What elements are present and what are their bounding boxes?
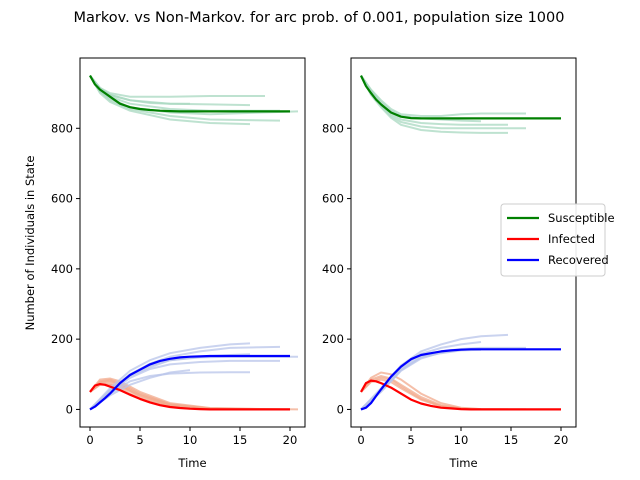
susceptible-series-line: [360, 75, 561, 120]
x-tick-label: 0: [86, 433, 93, 447]
legend-label: Recovered: [548, 253, 609, 267]
figure-title: Markov. vs Non-Markov. for arc prob. of …: [74, 10, 565, 26]
legend-label: Susceptible: [548, 211, 615, 225]
legend-label: Infected: [548, 232, 595, 246]
x-tick-label: 5: [136, 433, 143, 447]
infected-series-line: [360, 379, 561, 411]
x-tick-label: 10: [454, 433, 469, 447]
susceptible-run-line: [89, 74, 190, 105]
infected-run-line: [360, 371, 482, 411]
y-tick-label: 200: [322, 332, 344, 346]
y-tick-label: 0: [66, 402, 73, 416]
recovered-series-line: [89, 354, 290, 411]
x-tick-label: 15: [233, 433, 248, 447]
x-tick-label: 15: [504, 433, 519, 447]
y-tick-label: 400: [322, 262, 344, 276]
axes-frame: [79, 57, 306, 428]
recovered-series-line: [360, 348, 561, 411]
legend: Susceptible Infected Recovered: [500, 203, 615, 277]
x-tick-label: 10: [183, 433, 198, 447]
susceptible-series-line: [89, 75, 290, 113]
y-tick-label: 0: [337, 402, 344, 416]
y-tick-label: 400: [51, 262, 73, 276]
infected-series-line: [89, 383, 290, 411]
y-axis-label: Number of Individuals in State: [23, 156, 37, 331]
y-tick-label: 600: [322, 192, 344, 206]
recovered-run-line: [89, 342, 251, 411]
legend-box: [500, 203, 606, 277]
x-axis-label: Time: [448, 456, 477, 470]
y-tick-label: 600: [51, 192, 73, 206]
y-tick-label: 800: [322, 121, 344, 135]
susceptible-run-line: [89, 74, 265, 98]
susceptible-run-line: [89, 75, 251, 126]
susceptible-run-line: [360, 75, 508, 134]
y-tick-label: 800: [51, 121, 73, 135]
x-tick-label: 0: [357, 433, 364, 447]
x-tick-label: 5: [407, 433, 414, 447]
infected-run-line: [89, 379, 266, 411]
x-axis-label: Time: [177, 456, 206, 470]
x-tick-label: 20: [283, 433, 298, 447]
x-tick-label: 20: [554, 433, 569, 447]
y-tick-label: 200: [51, 332, 73, 346]
